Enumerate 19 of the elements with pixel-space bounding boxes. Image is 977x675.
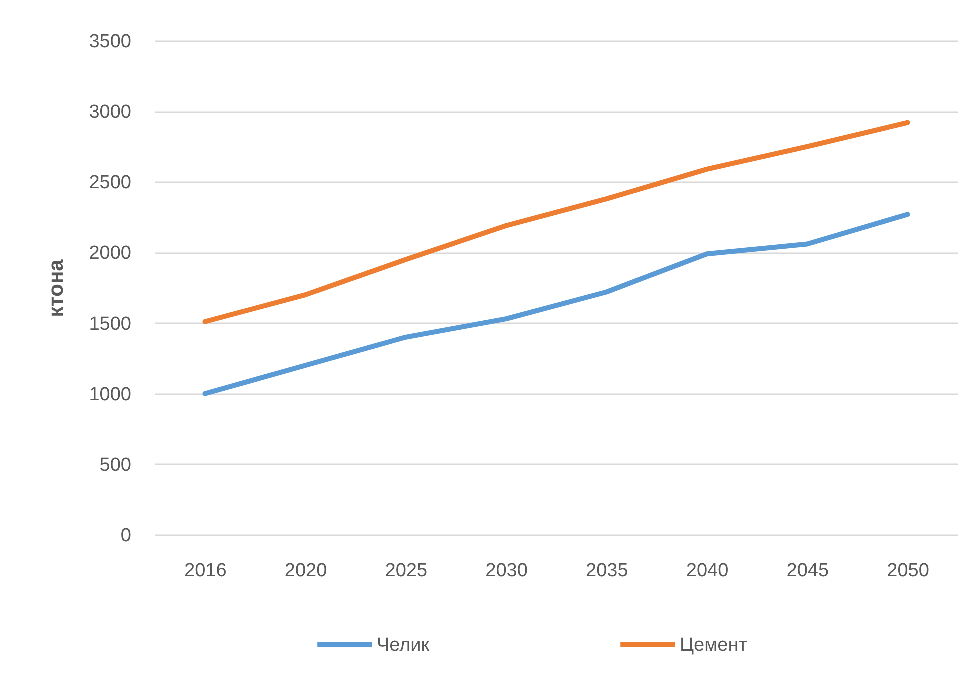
x-tick-label: 2025 [385,560,428,582]
x-tick-label: 2050 [887,560,930,582]
x-tick-label: 2016 [184,560,227,582]
legend-label: Цемент [680,635,748,656]
x-tick-label: 2035 [586,560,628,582]
y-tick-label: 3500 [89,32,132,52]
y-axis-title: ктона [45,259,68,318]
y-tick-label: 1500 [89,314,132,335]
y-tick-label: 2500 [89,172,132,194]
y-tick-label: 500 [100,454,132,476]
legend-label: Челик [377,635,430,656]
x-tick-label: 2020 [284,560,328,582]
x-tick-label: 2040 [686,560,729,582]
y-tick-label: 0 [120,526,132,546]
y-tick-label: 3000 [89,102,132,124]
y-tick-label: 1000 [89,384,132,406]
y-tick-label: 2000 [89,243,132,264]
x-tick-label: 2030 [486,560,528,582]
x-tick-label: 2045 [786,560,830,582]
